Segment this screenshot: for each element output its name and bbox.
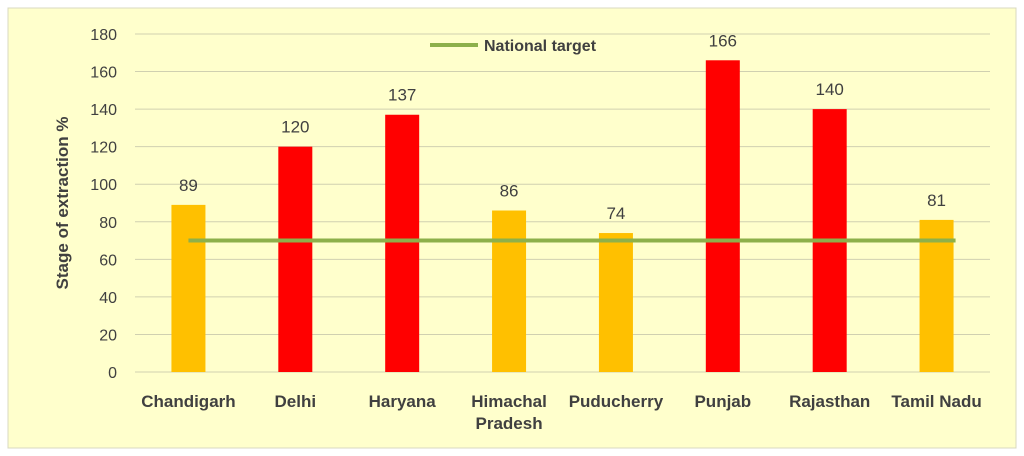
y-tick-label: 60	[99, 252, 117, 269]
y-tick-label: 20	[99, 327, 117, 344]
data-label: 140	[816, 80, 844, 99]
x-tick-label: Puducherry	[569, 392, 664, 411]
x-tick-label: Rajasthan	[789, 392, 870, 411]
x-tick-label-line: Pradesh	[476, 414, 543, 433]
y-tick-label: 120	[90, 140, 117, 157]
y-tick-label: 80	[99, 215, 117, 232]
data-label: 166	[709, 31, 737, 50]
data-label: 81	[927, 191, 946, 210]
y-tick-label: 0	[108, 365, 117, 382]
legend-label: National target	[484, 38, 597, 55]
y-tick-label: 160	[90, 65, 117, 82]
x-tick-label: Chandigarh	[141, 392, 235, 411]
data-labels: 89 120 137 86 74 166 140 81	[179, 31, 946, 223]
x-tick-label-line: Tamil Nadu	[891, 392, 981, 411]
y-axis-title: Stage of extraction %	[53, 117, 72, 290]
bar	[278, 146, 313, 372]
bar	[171, 204, 206, 372]
x-tick-label-line: Himachal	[471, 392, 547, 411]
x-tick-label: Punjab	[694, 392, 751, 411]
bar	[598, 233, 633, 372]
y-tick-label: 140	[90, 102, 117, 119]
bar	[492, 210, 527, 372]
bar	[385, 114, 420, 372]
data-label: 74	[606, 204, 625, 223]
x-tick-label: Tamil Nadu	[891, 392, 981, 411]
x-tick-label-line: Delhi	[275, 392, 317, 411]
data-label: 89	[179, 176, 198, 195]
y-axis-ticks: 0 20 40 60 80 100 120 140 160 180	[90, 27, 117, 382]
x-tick-label-line: Chandigarh	[141, 392, 235, 411]
data-label: 137	[388, 86, 416, 105]
x-tick-label: Himachal Pradesh	[471, 392, 547, 433]
bar	[705, 60, 740, 373]
data-label: 120	[281, 118, 309, 137]
x-tick-label-line: Puducherry	[569, 392, 664, 411]
y-tick-label: 40	[99, 290, 117, 307]
y-tick-label: 180	[90, 27, 117, 44]
legend: National target	[430, 38, 597, 55]
bar	[919, 219, 954, 372]
bars	[171, 60, 954, 373]
x-tick-label-line: Rajasthan	[789, 392, 870, 411]
x-axis-categories: Chandigarh Delhi Haryana Himachal Pradesh Pud…	[141, 392, 982, 433]
x-tick-label-line: Haryana	[369, 392, 437, 411]
x-tick-label: Delhi	[275, 392, 317, 411]
x-tick-label: Haryana	[369, 392, 437, 411]
data-label: 86	[500, 182, 519, 201]
y-tick-label: 100	[90, 177, 117, 194]
x-tick-label-line: Punjab	[694, 392, 751, 411]
gridlines	[135, 33, 990, 373]
